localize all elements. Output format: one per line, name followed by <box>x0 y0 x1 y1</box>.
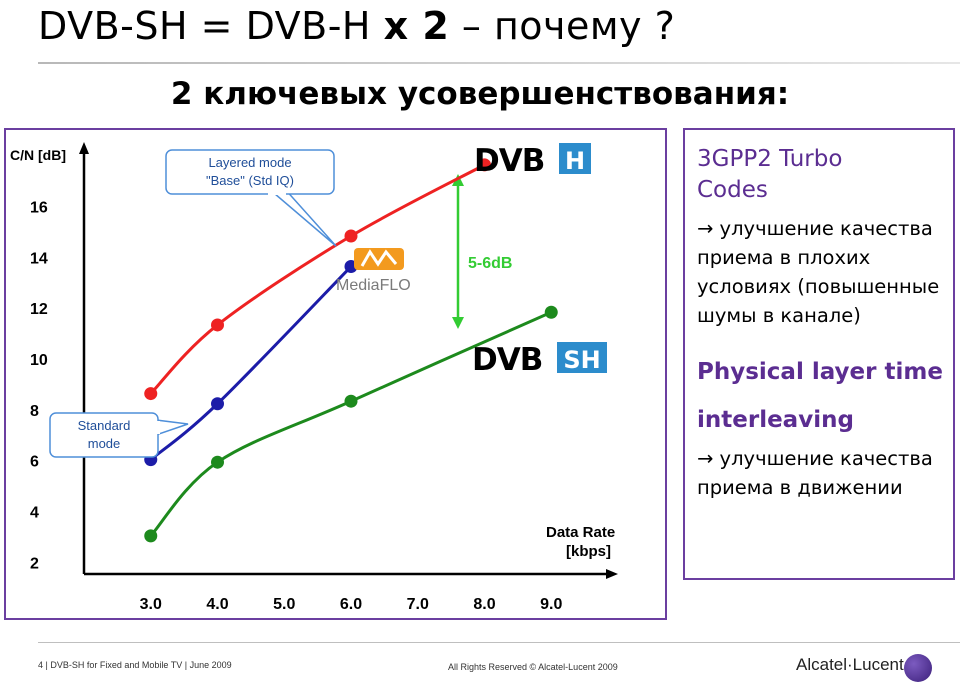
chart-frame: C/N [dB] Data Rate [kbps] 2 4 6 8 10 12 14 16 3.… <box>4 128 667 620</box>
chart-axes <box>79 142 618 579</box>
gap-arrow <box>452 174 464 329</box>
improvement-1-text: → улучшение качества приема в плохих усл… <box>697 217 940 327</box>
improvement-1-title-line1: 3GPP2 Turbo <box>697 146 843 172</box>
series-point-1 <box>211 397 224 411</box>
improvement-2-title: Physical layer time interleaving <box>697 348 945 444</box>
series-point-0 <box>344 229 358 243</box>
title-divider <box>38 62 960 64</box>
x-axis-label-line2: [kbps] <box>566 543 611 560</box>
y-tick-label: 4 <box>30 504 39 521</box>
x-tick-label: 9.0 <box>540 596 562 613</box>
dvbsh-logo: DVB SH <box>472 342 607 378</box>
y-tick-label: 8 <box>30 403 39 420</box>
callout-standard-line2: mode <box>88 436 121 451</box>
footer-slide-info: 4 | DVB-SH for Fixed and Mobile TV | Jun… <box>38 660 232 670</box>
callout-layered-line1: Layered mode <box>208 155 291 170</box>
series-line-1 <box>149 265 353 461</box>
x-tick-label: 6.0 <box>340 596 362 613</box>
y-axis-arrowhead <box>79 142 89 154</box>
y-tick-label: 2 <box>30 555 39 572</box>
dvbh-logo: DVB H <box>474 143 591 179</box>
series-point-0 <box>144 387 158 401</box>
improvement-2-text: → улучшение качества приема в движении <box>697 447 933 499</box>
x-tick-label: 5.0 <box>273 596 295 613</box>
y-tick-label: 14 <box>30 250 48 267</box>
slide-subtitle: 2 ключевых усовершенствования: <box>170 76 790 112</box>
dvbh-logo-text: DVB <box>474 143 544 179</box>
y-tick-label: 10 <box>30 352 48 369</box>
series-point-2 <box>544 305 558 319</box>
slide-title: DVB-SH = DVB-H x 2 – почему ? <box>38 4 676 48</box>
mediaflo-text: MediaFLO <box>336 277 411 294</box>
cn-vs-datarate-chart: C/N [dB] Data Rate [kbps] 2 4 6 8 10 12 14 16 3.… <box>10 142 618 613</box>
y-axis-label: C/N [dB] <box>10 147 66 163</box>
improvements-panel: 3GPP2 Turbo Codes → улучшение качества п… <box>683 128 955 580</box>
chart-series <box>144 158 558 543</box>
x-tick-label: 7.0 <box>407 596 429 613</box>
series-line-2 <box>149 310 552 537</box>
series-point-0 <box>211 318 224 332</box>
callout-standard-line1: Standard <box>78 418 131 433</box>
footer-copyright: All Rights Reserved © Alcatel-Lucent 200… <box>448 662 618 672</box>
y-tick-label: 6 <box>30 454 39 471</box>
dvbh-logo-suffix: H <box>565 147 585 175</box>
series-point-2 <box>211 455 224 469</box>
callout-standard-mode: Standard mode <box>49 412 189 458</box>
x-axis-arrowhead <box>606 569 618 579</box>
footer-company-logo-text: Alcatel·Lucent <box>796 655 904 674</box>
alcatel-lucent-logo-icon <box>904 654 932 682</box>
x-tick-label: 3.0 <box>140 596 162 613</box>
footer-divider <box>38 642 960 643</box>
series-point-2 <box>344 394 358 408</box>
y-tick-label: 12 <box>30 301 48 318</box>
series-point-2 <box>144 529 158 543</box>
chart-ticks: 2 4 6 8 10 12 14 16 3.0 4.0 5.0 6.0 7.0 8.0 9.0 <box>30 200 562 613</box>
improvement-1-title-line2: Codes <box>697 177 768 203</box>
mediaflo-logo: MediaFLO <box>336 248 411 294</box>
y-tick-label: 16 <box>30 200 48 217</box>
callout-layered-line2: "Base" (Std IQ) <box>206 173 294 188</box>
dvbsh-logo-text: DVB <box>472 342 542 378</box>
dvbsh-logo-suffix: SH <box>563 346 600 374</box>
gap-label: 5-6dB <box>468 255 512 272</box>
x-tick-label: 4.0 <box>206 596 228 613</box>
improvement-2-title-line1: Physical layer time <box>697 359 943 385</box>
x-tick-label: 8.0 <box>473 596 495 613</box>
improvement-2-title-line2: interleaving <box>697 407 854 433</box>
series-point-0 <box>478 158 491 172</box>
callout-layered-mode: Layered mode "Base" (Std IQ) <box>165 149 337 247</box>
improvement-1-title: 3GPP2 Turbo Codes <box>697 144 945 206</box>
x-axis-label-line1: Data Rate <box>546 524 615 541</box>
series-line-0 <box>149 163 486 395</box>
